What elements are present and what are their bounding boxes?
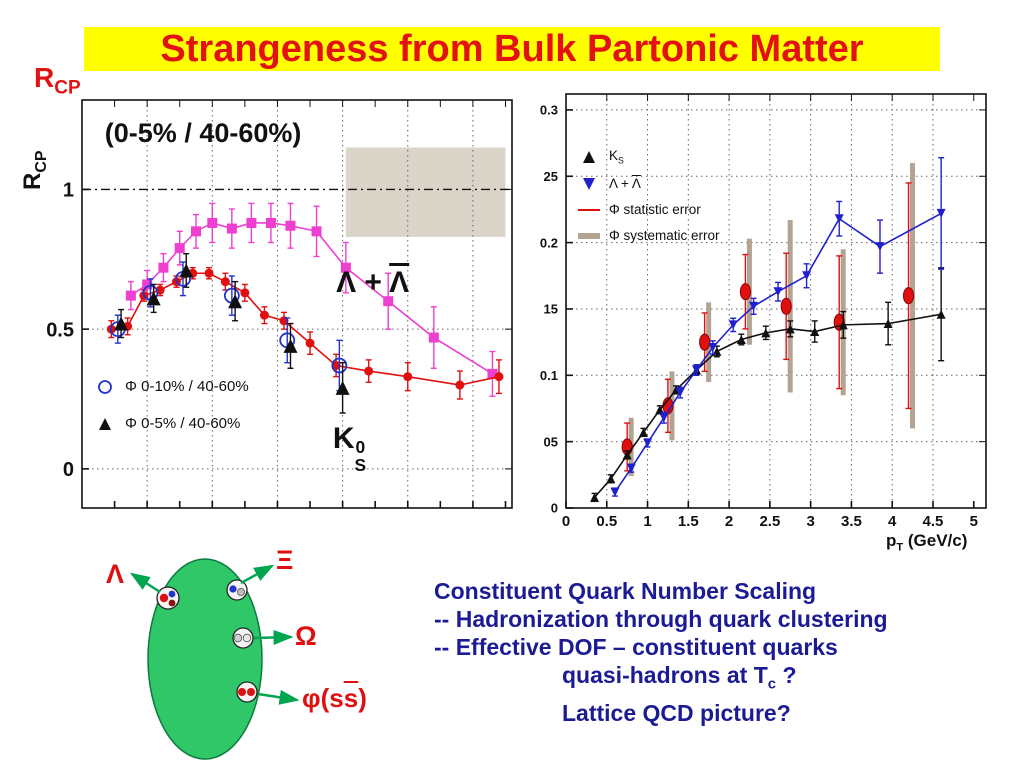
lambda-label: Λ + Λ bbox=[336, 265, 410, 299]
svg-text:0.5: 0.5 bbox=[46, 319, 74, 341]
legend-item: Φ statistic error bbox=[576, 202, 720, 218]
series-k-short bbox=[590, 267, 946, 503]
legend-item: KS bbox=[576, 148, 720, 166]
legend-marker-triangle-down bbox=[576, 176, 602, 192]
lambda-diagram-label: Λ bbox=[106, 559, 125, 589]
series-lambda-lambdabar bbox=[125, 202, 498, 397]
svg-text:0.3: 0.3 bbox=[540, 103, 558, 118]
legend-label: Λ + Λ bbox=[609, 176, 641, 192]
rcp-corner-label: RCP bbox=[34, 62, 81, 100]
legend-marker-thickline bbox=[576, 228, 602, 244]
legend-item: Φ systematic error bbox=[576, 228, 720, 244]
svg-text:0: 0 bbox=[63, 459, 74, 481]
legend-item: Φ 0-5% / 40-60% bbox=[92, 415, 249, 432]
summary-line-5: Lattice QCD picture? bbox=[562, 699, 791, 726]
v2-chart-canvas: 0 05 0.1 15 0.2 25 0.3 0 0.5 1 1.5 2 2.5 3 3.5 4 4.5 5 bbox=[540, 93, 987, 530]
svg-text:0: 0 bbox=[551, 501, 558, 516]
series-k-short bbox=[106, 266, 504, 400]
svg-text:2: 2 bbox=[725, 513, 733, 530]
svg-text:4.5: 4.5 bbox=[923, 513, 944, 530]
svg-text:3.5: 3.5 bbox=[841, 513, 862, 530]
legend-label: Φ systematic error bbox=[609, 228, 720, 244]
svg-text:0.1: 0.1 bbox=[540, 368, 558, 383]
slide-title: Strangeness from Bulk Partonic Matter bbox=[160, 27, 864, 70]
normalization-band bbox=[345, 147, 506, 237]
title-banner: Strangeness from Bulk Partonic Matter bbox=[84, 27, 940, 71]
omega-hadron bbox=[232, 627, 254, 649]
series-phi-0-5 bbox=[114, 252, 350, 414]
svg-text:05: 05 bbox=[544, 434, 558, 449]
legend-label: KS bbox=[609, 148, 624, 166]
omega-diagram-label: Ω bbox=[295, 621, 317, 651]
plot-frame bbox=[565, 93, 987, 509]
legend-label: Φ 0-5% / 40-60% bbox=[125, 415, 241, 432]
svg-text:15: 15 bbox=[544, 302, 558, 317]
rcp-corner-main: R bbox=[34, 62, 55, 93]
svg-text:1: 1 bbox=[63, 180, 74, 202]
legend-item: Φ 0-10% / 40-60% bbox=[92, 378, 249, 395]
svg-text:2.5: 2.5 bbox=[759, 513, 780, 530]
centrality-label: (0-5% / 40-60%) bbox=[104, 117, 302, 148]
chart-legend: KS Λ + Λ Φ statistic error Φ systematic err… bbox=[576, 148, 720, 244]
summary-line-3: -- Effective DOF – constituent quarks bbox=[434, 634, 838, 660]
svg-text:0.2: 0.2 bbox=[540, 235, 558, 250]
bulk-matter-ellipse bbox=[147, 558, 263, 760]
legend-marker-circle-open bbox=[92, 379, 118, 395]
xi-arrow bbox=[240, 564, 275, 585]
y-axis-label: RCP bbox=[19, 150, 50, 190]
summary-line-1: Constituent Quark Number Scaling bbox=[434, 578, 817, 604]
rcp-chart-canvas: 0 0.5 1 RCP bbox=[19, 99, 513, 509]
legend-label: Φ statistic error bbox=[609, 202, 701, 218]
summary-text: Constituent Quark Number Scaling -- Hadr… bbox=[434, 577, 1018, 727]
svg-text:0: 0 bbox=[562, 513, 570, 530]
quark-coalescence-diagram: Λ Ξ Ω φ(ss) bbox=[90, 545, 435, 768]
v2-chart: 0 05 0.1 15 0.2 25 0.3 0 0.5 1 1.5 2 2.5 3 3.5 4 4.5 5 pT… bbox=[526, 80, 998, 558]
svg-text:0.5: 0.5 bbox=[596, 513, 617, 530]
omega-arrow bbox=[253, 629, 294, 645]
svg-text:25: 25 bbox=[544, 169, 558, 184]
summary-line-2: -- Hadronization through quark clusterin… bbox=[434, 606, 888, 632]
svg-text:3: 3 bbox=[806, 513, 814, 530]
phi-hadron bbox=[236, 681, 258, 703]
series-lambda-lambdabar bbox=[610, 156, 946, 497]
svg-text:5: 5 bbox=[970, 513, 978, 530]
xi-diagram-label: Ξ bbox=[276, 545, 294, 575]
phi-diagram-label: φ(ss) bbox=[302, 683, 367, 713]
pt-axis-label: pT (GeV/c) bbox=[886, 531, 968, 554]
legend-marker-line bbox=[576, 202, 602, 218]
svg-text:4: 4 bbox=[888, 513, 897, 530]
lambda-arrow bbox=[129, 572, 161, 594]
phi-arrow bbox=[257, 689, 300, 705]
xi-hadron bbox=[226, 579, 248, 601]
lambda-hadron bbox=[156, 586, 180, 610]
svg-text:1.5: 1.5 bbox=[678, 513, 699, 530]
chart-legend: Φ 0-10% / 40-60% Φ 0-5% / 40-60% bbox=[92, 378, 249, 432]
coalescence-canvas bbox=[129, 558, 300, 760]
legend-marker-triangle-up bbox=[576, 149, 602, 165]
legend-item: Λ + Λ bbox=[576, 176, 720, 192]
rcp-corner-sub: CP bbox=[54, 77, 81, 99]
svg-text:1: 1 bbox=[643, 513, 651, 530]
plot-frame bbox=[81, 99, 513, 509]
summary-line-4: quasi-hadrons at Tc ? bbox=[562, 662, 797, 693]
legend-marker-triangle-up bbox=[92, 416, 118, 432]
legend-label: Φ 0-10% / 40-60% bbox=[125, 378, 249, 395]
